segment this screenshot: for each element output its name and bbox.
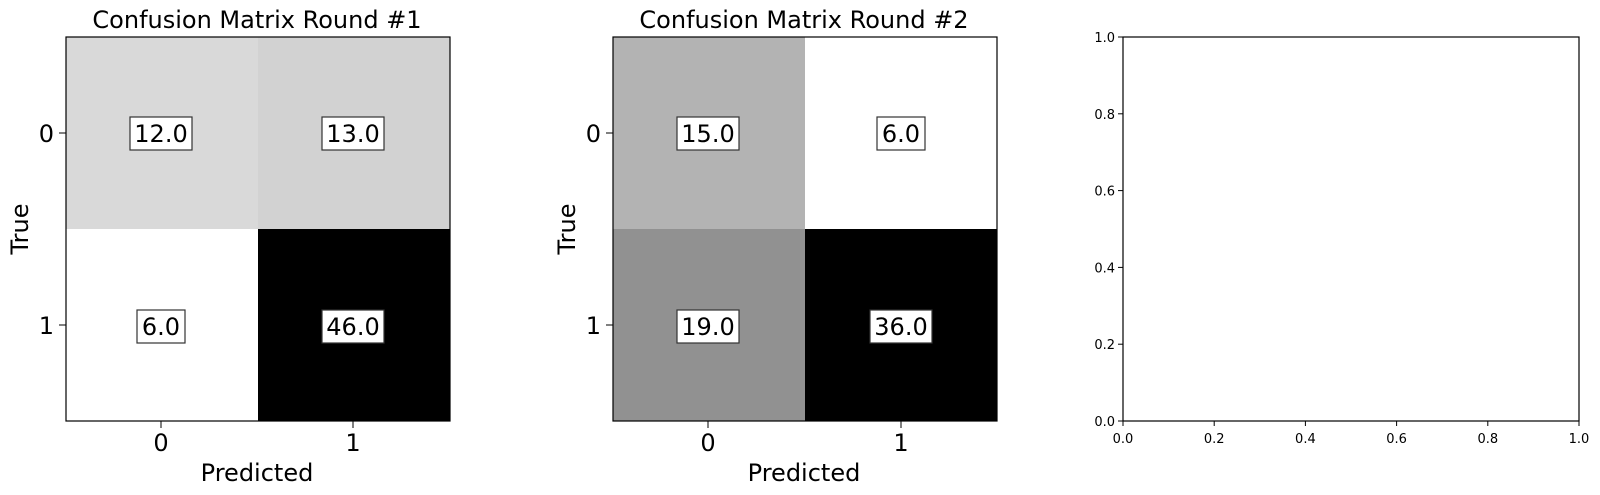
x-tick-label: 0.6 [1386, 432, 1407, 447]
cell-label: 6.0 [142, 313, 180, 341]
plot-frame [1122, 36, 1580, 422]
x-tick-label: 0 [153, 429, 168, 457]
x-tick-label: 0.0 [1113, 432, 1134, 447]
x-axis: 0 1 Predicted [153, 421, 361, 487]
y-axis-label: True [6, 204, 34, 256]
x-tick-label: 1.0 [1569, 432, 1590, 447]
cm-panel-round-2: Confusion Matrix Round #2 15.0 6.0 19.0 … [553, 6, 998, 487]
y-axis: 0.0 0.2 0.4 0.6 0.8 1.0 [1094, 31, 1123, 430]
cell-label-box [869, 309, 933, 344]
x-axis: 0 1 Predicted [700, 421, 909, 487]
cell-label: 12.0 [134, 120, 187, 148]
x-tick-label: 0.4 [1295, 432, 1316, 447]
x-tick-label: 0 [700, 429, 715, 457]
y-axis: 0 1 True [6, 120, 66, 340]
x-axis-label: Predicted [748, 459, 861, 487]
cell-label-box [876, 116, 926, 151]
chart-title: Confusion Matrix Round #1 [92, 6, 421, 34]
cell-label: 15.0 [681, 120, 734, 148]
cell-value-labels: 15.0 6.0 19.0 36.0 [676, 116, 933, 344]
cell-label: 19.0 [681, 313, 734, 341]
heatmap-cells [66, 37, 450, 421]
y-axis: 0 1 True [553, 120, 613, 340]
cell-value-labels: 12.0 13.0 6.0 46.0 [129, 116, 385, 344]
cell-label: 13.0 [326, 120, 379, 148]
empty-axes-panel: 0.0 0.2 0.4 0.6 0.8 1.0 0.0 0.2 0.4 0.6 0.8 1.0 [1094, 31, 1589, 447]
cm-panel-round-1: Confusion Matrix Round #1 12.0 13.0 6.0 … [6, 6, 451, 487]
cell-label-box [676, 309, 740, 344]
cell-label: 6.0 [882, 120, 920, 148]
y-axis-label: True [553, 204, 581, 256]
plot-frame [65, 36, 451, 422]
y-tick-label: 0.8 [1094, 108, 1115, 123]
y-tick-label: 1 [39, 312, 54, 340]
cell-label-box [129, 116, 193, 151]
y-tick-label: 1 [586, 312, 601, 340]
x-tick-label: 0.8 [1477, 432, 1498, 447]
x-tick-label: 1 [893, 429, 908, 457]
cell-label-box [136, 309, 186, 344]
chart-title: Confusion Matrix Round #2 [639, 6, 968, 34]
y-tick-label: 0.2 [1094, 338, 1115, 353]
cell-label-box [321, 116, 385, 151]
y-tick-label: 0 [586, 120, 601, 148]
y-tick-label: 0.0 [1094, 415, 1115, 430]
heatmap-cells [613, 37, 997, 421]
y-tick-label: 0 [39, 120, 54, 148]
y-tick-label: 0.6 [1094, 185, 1115, 200]
y-tick-label: 0.4 [1094, 261, 1115, 276]
plot-frame [612, 36, 998, 422]
cell-label: 36.0 [874, 313, 927, 341]
cell-label-box [676, 116, 740, 151]
y-tick-label: 1.0 [1094, 31, 1115, 46]
x-tick-label: 0.2 [1204, 432, 1225, 447]
x-tick-label: 1 [345, 429, 360, 457]
cell-label: 46.0 [326, 313, 379, 341]
cell-label-box [321, 309, 385, 344]
x-axis: 0.0 0.2 0.4 0.6 0.8 1.0 [1113, 421, 1590, 447]
x-axis-label: Predicted [201, 459, 314, 487]
